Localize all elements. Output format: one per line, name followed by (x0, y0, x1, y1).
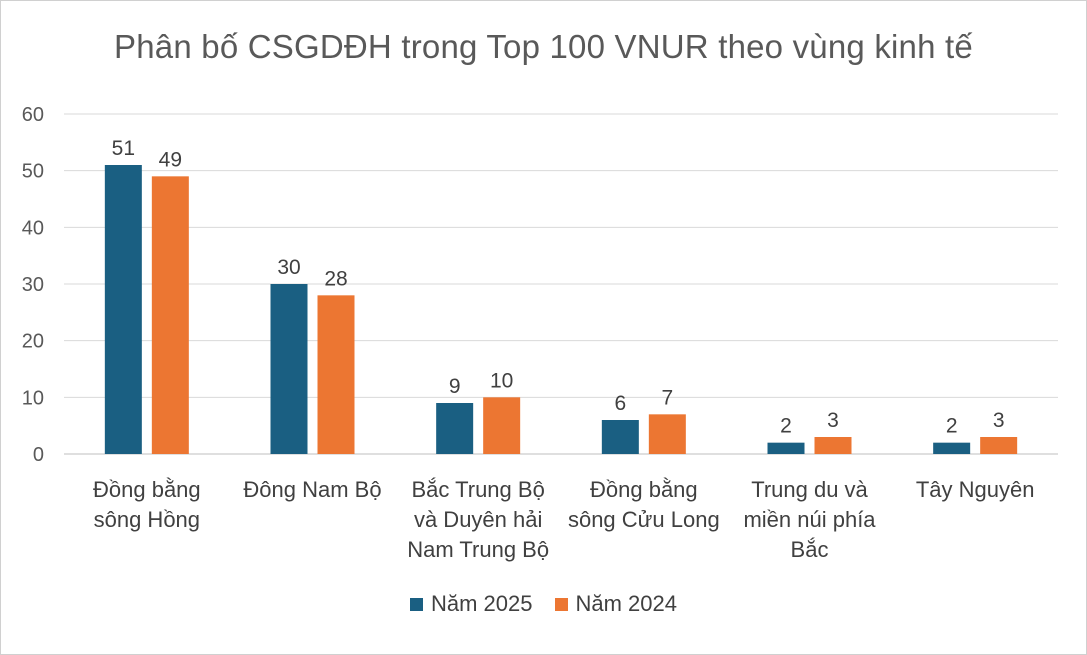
bar (483, 397, 521, 454)
data-label: 3 (827, 409, 839, 432)
x-category-label: Tây Nguyên (916, 477, 1035, 502)
x-category-label-line: miền núi phía (743, 507, 876, 532)
x-category-label-line: sông Hồng (94, 507, 200, 532)
legend-label-2025: Năm 2025 (430, 591, 533, 616)
x-category-label-line: Đồng bằng (590, 477, 698, 502)
x-category-label: Đồng bằng sông Hồng (93, 477, 201, 532)
x-category-label-line: Tây Nguyên (916, 477, 1035, 502)
x-category-label: Đồng bằng sông Cửu Long (568, 477, 720, 532)
bar (151, 176, 189, 455)
bar (270, 284, 308, 454)
x-category-label: Đông Nam Bộ (243, 477, 381, 502)
x-category-label-line: Đồng bằng (93, 477, 201, 502)
x-category-label-line: Đông Nam Bộ (243, 477, 381, 502)
chart-title: Phân bố CSGDĐH trong Top 100 VNUR theo v… (114, 28, 973, 65)
x-category-label-line: sông Cửu Long (568, 507, 720, 532)
data-label: 2 (780, 415, 792, 438)
data-label: 3 (993, 409, 1005, 432)
bar (814, 437, 852, 454)
y-tick-label: 10 (22, 387, 44, 409)
y-tick-label: 20 (22, 331, 44, 353)
x-category-label-line: Nam Trung Bộ (407, 537, 549, 562)
data-label: 7 (661, 386, 673, 409)
bar (767, 442, 805, 454)
data-label: 28 (324, 267, 347, 290)
y-tick-label: 40 (22, 217, 44, 239)
bar (317, 295, 355, 454)
data-label: 51 (112, 137, 135, 160)
x-category-label: Bắc Trung Bộ và Duyên hải Nam Trung Bộ (407, 477, 549, 562)
y-tick-label: 50 (22, 161, 44, 183)
bar (104, 165, 142, 454)
data-label: 6 (614, 392, 626, 415)
legend-swatch-2024 (554, 597, 568, 611)
x-category-label-line: và Duyên hải (414, 507, 542, 532)
bar (436, 403, 474, 454)
bar (648, 414, 686, 454)
bar (980, 437, 1018, 454)
legend-swatch-2025 (409, 597, 423, 611)
x-category-label: Trung du và miền núi phía Bắc (743, 477, 876, 562)
legend: Năm 2025 Năm 2024 (0, 591, 1087, 617)
x-category-label-line: Bắc Trung Bộ (412, 477, 545, 502)
bar (933, 442, 971, 454)
legend-item-2025: Năm 2025 (409, 591, 533, 617)
x-category-label-line: Trung du và (751, 477, 868, 502)
data-label: 30 (277, 256, 300, 279)
data-label: 49 (159, 148, 182, 171)
y-tick-label: 60 (22, 104, 44, 126)
bar (601, 420, 639, 454)
legend-label-2024: Năm 2024 (575, 591, 678, 616)
data-label: 2 (946, 415, 958, 438)
legend-item-2024: Năm 2024 (554, 591, 678, 617)
y-tick-label: 30 (22, 274, 44, 296)
data-label: 9 (449, 375, 461, 398)
x-category-label-line: Bắc (791, 537, 829, 562)
y-tick-label: 0 (33, 444, 44, 466)
data-label: 10 (490, 369, 513, 392)
